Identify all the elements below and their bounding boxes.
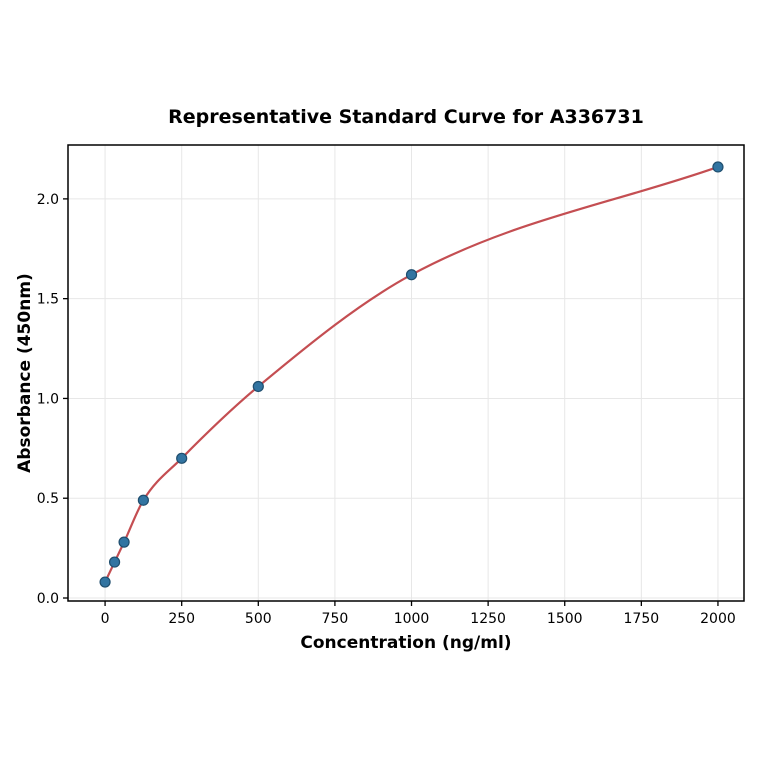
x-tick-label: 1000 — [394, 611, 430, 627]
y-tick-label: 1.5 — [37, 292, 59, 308]
data-point — [118, 536, 130, 548]
data-point — [176, 452, 188, 464]
data-point — [405, 269, 418, 281]
x-tick-label: 500 — [245, 611, 272, 627]
y-axis-label: Absorbance (450nm) — [15, 273, 35, 473]
chart-title: Representative Standard Curve for A33673… — [168, 106, 644, 128]
x-tick-label: 0 — [101, 611, 110, 627]
x-tick-label: 1250 — [470, 611, 506, 627]
plot-background — [68, 145, 744, 601]
data-point — [108, 556, 121, 568]
axes-spines — [67, 144, 745, 602]
y-tick-label: 1.0 — [37, 391, 59, 407]
fit-curve — [103, 165, 720, 584]
x-tick-label: 750 — [322, 611, 349, 627]
x-tick-label: 1750 — [624, 611, 660, 627]
data-point — [99, 576, 111, 588]
y-tick-label: 2.0 — [37, 192, 59, 208]
y-tick-label: 0.0 — [37, 591, 59, 607]
x-tick-label: 1500 — [547, 611, 583, 627]
x-tick-label: 250 — [168, 611, 195, 627]
data-point — [252, 380, 264, 393]
y-tick-label: 0.5 — [37, 491, 59, 507]
x-tick-label: 2000 — [700, 611, 736, 627]
data-point — [712, 161, 724, 173]
x-axis-label: Concentration (ng/ml) — [300, 633, 512, 653]
data-point — [137, 494, 149, 506]
